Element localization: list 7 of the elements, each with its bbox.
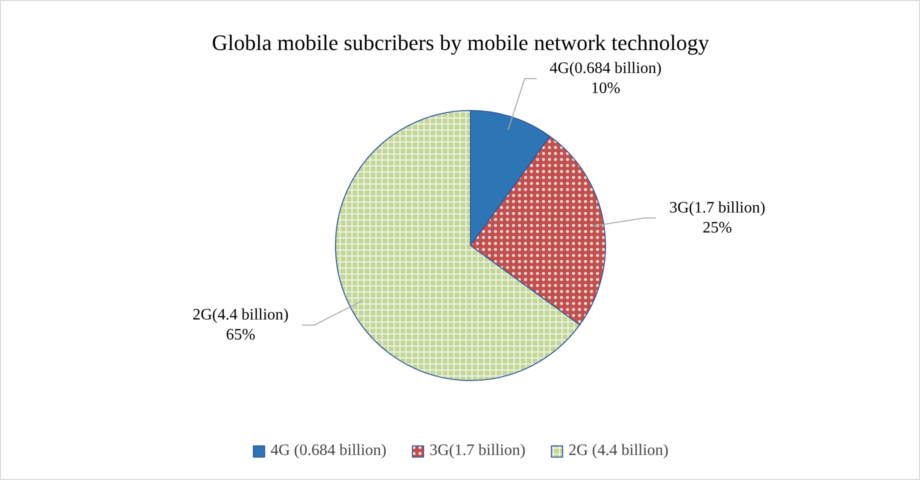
legend-label: 2G (4.4 billion) (568, 442, 668, 460)
legend-label: 4G (0.684 billion) (270, 442, 386, 460)
data-label: 3G(1.7 billion) 25% (669, 200, 766, 237)
data-label: 2G(4.4 billion) 65% (192, 306, 289, 344)
legend-label: 3G(1.7 billion) (430, 442, 526, 460)
chart-title: Globla mobile subcribers by mobile network technology (212, 30, 710, 55)
data-label: 4G(0.684 billion) 10% (550, 60, 662, 98)
